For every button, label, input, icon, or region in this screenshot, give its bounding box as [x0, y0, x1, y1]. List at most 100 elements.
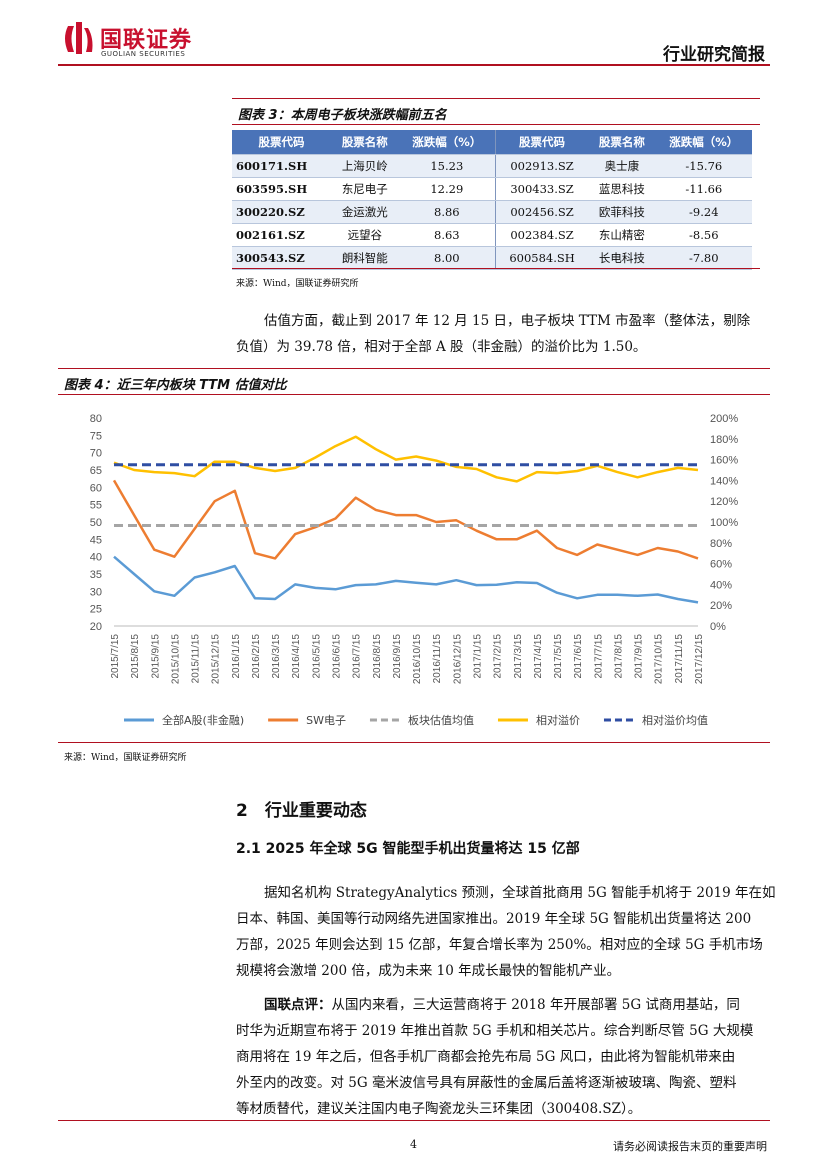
- table-cell: 朗科智能: [331, 246, 399, 270]
- x-axis-tick-label: 2017/10/15: [654, 634, 665, 684]
- right-axis-tick-label: 200%: [710, 413, 738, 425]
- guolian-logo-icon: [65, 22, 93, 54]
- para2-line: 外至内的改变。对 5G 毫米波信号具有屏蔽性的金属后盖将逐渐被玻璃、陶瓷、塑料: [236, 1075, 737, 1091]
- left-axis-tick-label: 55: [90, 500, 102, 512]
- table-cell: 金运激光: [331, 200, 399, 224]
- footer-rule: [58, 1120, 770, 1121]
- legend-label: 板块估值均值: [408, 713, 474, 727]
- right-axis-tick-label: 20%: [710, 600, 732, 612]
- fig3-bottom-rule: [232, 268, 760, 269]
- table-cell: 12.29: [398, 177, 497, 201]
- table-cell: 002161.SZ: [232, 223, 332, 247]
- fig3-title: 图表 3：本周电子板块涨跌幅前五名: [238, 108, 447, 123]
- x-axis-tick-label: 2016/2/15: [251, 634, 262, 679]
- left-axis-tick-label: 65: [90, 465, 102, 477]
- table-cell: 15.23: [398, 154, 497, 178]
- fig3-top-rule: [232, 98, 760, 99]
- fig4-title: 图表 4：近三年内板块 TTM 估值对比: [64, 378, 287, 393]
- left-axis-tick-label: 35: [90, 569, 102, 581]
- table-cell: 奥士康: [588, 154, 656, 178]
- table-header-row: 股票代码 股票名称 涨跌幅（%） 股票代码 股票名称 涨跌幅（%）: [232, 130, 752, 155]
- subsection-heading: 2.1 2025 年全球 5G 智能型手机出货量将达 15 亿部: [236, 841, 580, 857]
- table-cell: 603595.SH: [232, 177, 332, 201]
- right-axis-tick-label: 180%: [710, 434, 738, 446]
- para2-first-line: 国联点评：从国内来看，三大运营商将于 2018 年开展部署 5G 试商用基站，同: [264, 992, 740, 1018]
- x-axis-tick-label: 2017/9/15: [634, 634, 645, 679]
- table-cell: -15.76: [655, 154, 752, 178]
- left-axis-tick-label: 20: [90, 621, 102, 633]
- fig4-title-rule: [58, 394, 770, 395]
- x-axis-tick-label: 2017/8/15: [613, 634, 624, 679]
- table-cell: 8.00: [398, 246, 497, 270]
- x-axis-tick-label: 2015/7/15: [110, 634, 121, 679]
- table-cell: 长电科技: [588, 246, 656, 270]
- series-line: [113, 555, 699, 604]
- table-cell: 002384.SZ: [495, 223, 589, 247]
- page-number: 4: [410, 1138, 417, 1151]
- col-header: 股票代码: [495, 130, 589, 155]
- series-line: [112, 479, 699, 560]
- x-axis-tick-label: 2016/3/15: [271, 634, 282, 679]
- x-axis-tick-label: 2015/8/15: [130, 634, 141, 679]
- table-row: 600171.SH 上海贝岭 15.23 002913.SZ 奥士康 -15.7…: [232, 154, 752, 178]
- para2-first-text: 从国内来看，三大运营商将于 2018 年开展部署 5G 试商用基站，同: [331, 997, 740, 1013]
- valuation-line-1: 估值方面，截止到 2017 年 12 月 15 日，电子板块 TTM 市盈率（整…: [264, 313, 751, 329]
- x-axis-tick-label: 2016/8/15: [372, 634, 383, 679]
- fig3-source: 来源：Wind，国联证券研究所: [236, 279, 359, 289]
- table-cell: 东尼电子: [331, 177, 399, 201]
- left-axis-tick-label: 80: [90, 413, 102, 425]
- x-axis-tick-label: 2015/9/15: [150, 634, 161, 679]
- left-axis-tick-label: 70: [90, 448, 102, 460]
- table-cell: 8.63: [398, 223, 497, 247]
- x-axis-tick-label: 2016/6/15: [332, 634, 343, 679]
- comment-label: 国联点评：: [264, 997, 332, 1013]
- stock-table: 股票代码 股票名称 涨跌幅（%） 股票代码 股票名称 涨跌幅（%） 600171…: [232, 130, 752, 270]
- fig4-source: 来源：Wind，国联证券研究所: [64, 753, 187, 763]
- report-type: 行业研究简报: [663, 45, 765, 65]
- x-axis-tick-label: 2017/12/15: [694, 634, 705, 684]
- valuation-line-2: 负值）为 39.78 倍，相对于全部 A 股（非金融）的溢价比为 1.50。: [236, 339, 647, 355]
- right-axis-tick-label: 0%: [710, 621, 726, 633]
- fig4-bottom-rule: [58, 742, 770, 743]
- legend-label: 相对溢价: [536, 713, 580, 727]
- table-cell: 300433.SZ: [495, 177, 589, 201]
- table-row: 603595.SH 东尼电子 12.29 300433.SZ 蓝思科技 -11.…: [232, 177, 752, 201]
- right-axis-tick-label: 80%: [710, 538, 732, 550]
- table-cell: -11.66: [655, 177, 752, 201]
- right-axis-tick-label: 100%: [710, 517, 738, 529]
- table-cell: -9.24: [655, 200, 752, 224]
- series-line: [113, 435, 699, 483]
- table-cell: 300543.SZ: [232, 246, 332, 270]
- x-axis-tick-label: 2016/10/15: [412, 634, 423, 684]
- right-axis-tick-label: 40%: [710, 579, 732, 591]
- left-axis-tick-label: 40: [90, 552, 102, 564]
- para2-line: 等材质替代，建议关注国内电子陶瓷龙头三环集团（300408.SZ）。: [236, 1101, 642, 1117]
- right-axis-tick-label: 120%: [710, 496, 738, 508]
- fig4-top-rule: [58, 368, 770, 369]
- section-heading: 2 行业重要动态: [236, 801, 367, 821]
- para2-line: 时华为近期宣布将于 2019 年推出首款 5G 手机和相关芯片。综合判断尽管 5…: [236, 1023, 754, 1039]
- table-cell: 600584.SH: [495, 246, 589, 270]
- table-cell: 远望谷: [331, 223, 399, 247]
- ttm-valuation-chart: 80 75 70 65 60 55 50 45 40 35 30 25 20 200% 180% 160% 14…: [90, 413, 739, 727]
- col-header: 涨跌幅（%）: [398, 130, 497, 155]
- logo-en: GUOLIAN SECURITIES: [101, 50, 186, 58]
- header: 国联证券 GUOLIAN SECURITIES 行业研究简报: [0, 0, 827, 70]
- table-cell: 上海贝岭: [331, 154, 399, 178]
- col-header: 股票代码: [232, 130, 332, 155]
- table-row: 300220.SZ 金运激光 8.86 002456.SZ 欧菲科技 -9.24: [232, 200, 752, 224]
- x-axis-tick-label: 2016/9/15: [392, 634, 403, 679]
- table-cell: 002456.SZ: [495, 200, 589, 224]
- header-rule: [58, 64, 770, 66]
- col-header: 股票名称: [331, 130, 399, 155]
- right-axis-tick-label: 160%: [710, 455, 738, 467]
- para1-line: 规模将会激增 200 倍，成为未来 10 年成长最快的智能机产业。: [236, 963, 621, 979]
- table-cell: -7.80: [655, 246, 752, 270]
- para1-line: 据知名机构 StrategyAnalytics 预测，全球首批商用 5G 智能手…: [264, 885, 776, 901]
- para1-line: 万部，2025 年则会达到 15 亿部，年复合增长率为 250%。相对应的全球 …: [236, 937, 763, 953]
- left-axis-tick-label: 75: [90, 430, 102, 442]
- x-axis-tick-label: 2017/5/15: [553, 634, 564, 679]
- x-axis-tick-label: 2016/4/15: [291, 634, 302, 679]
- right-axis-tick-label: 60%: [710, 559, 732, 571]
- table-cell: 东山精密: [588, 223, 656, 247]
